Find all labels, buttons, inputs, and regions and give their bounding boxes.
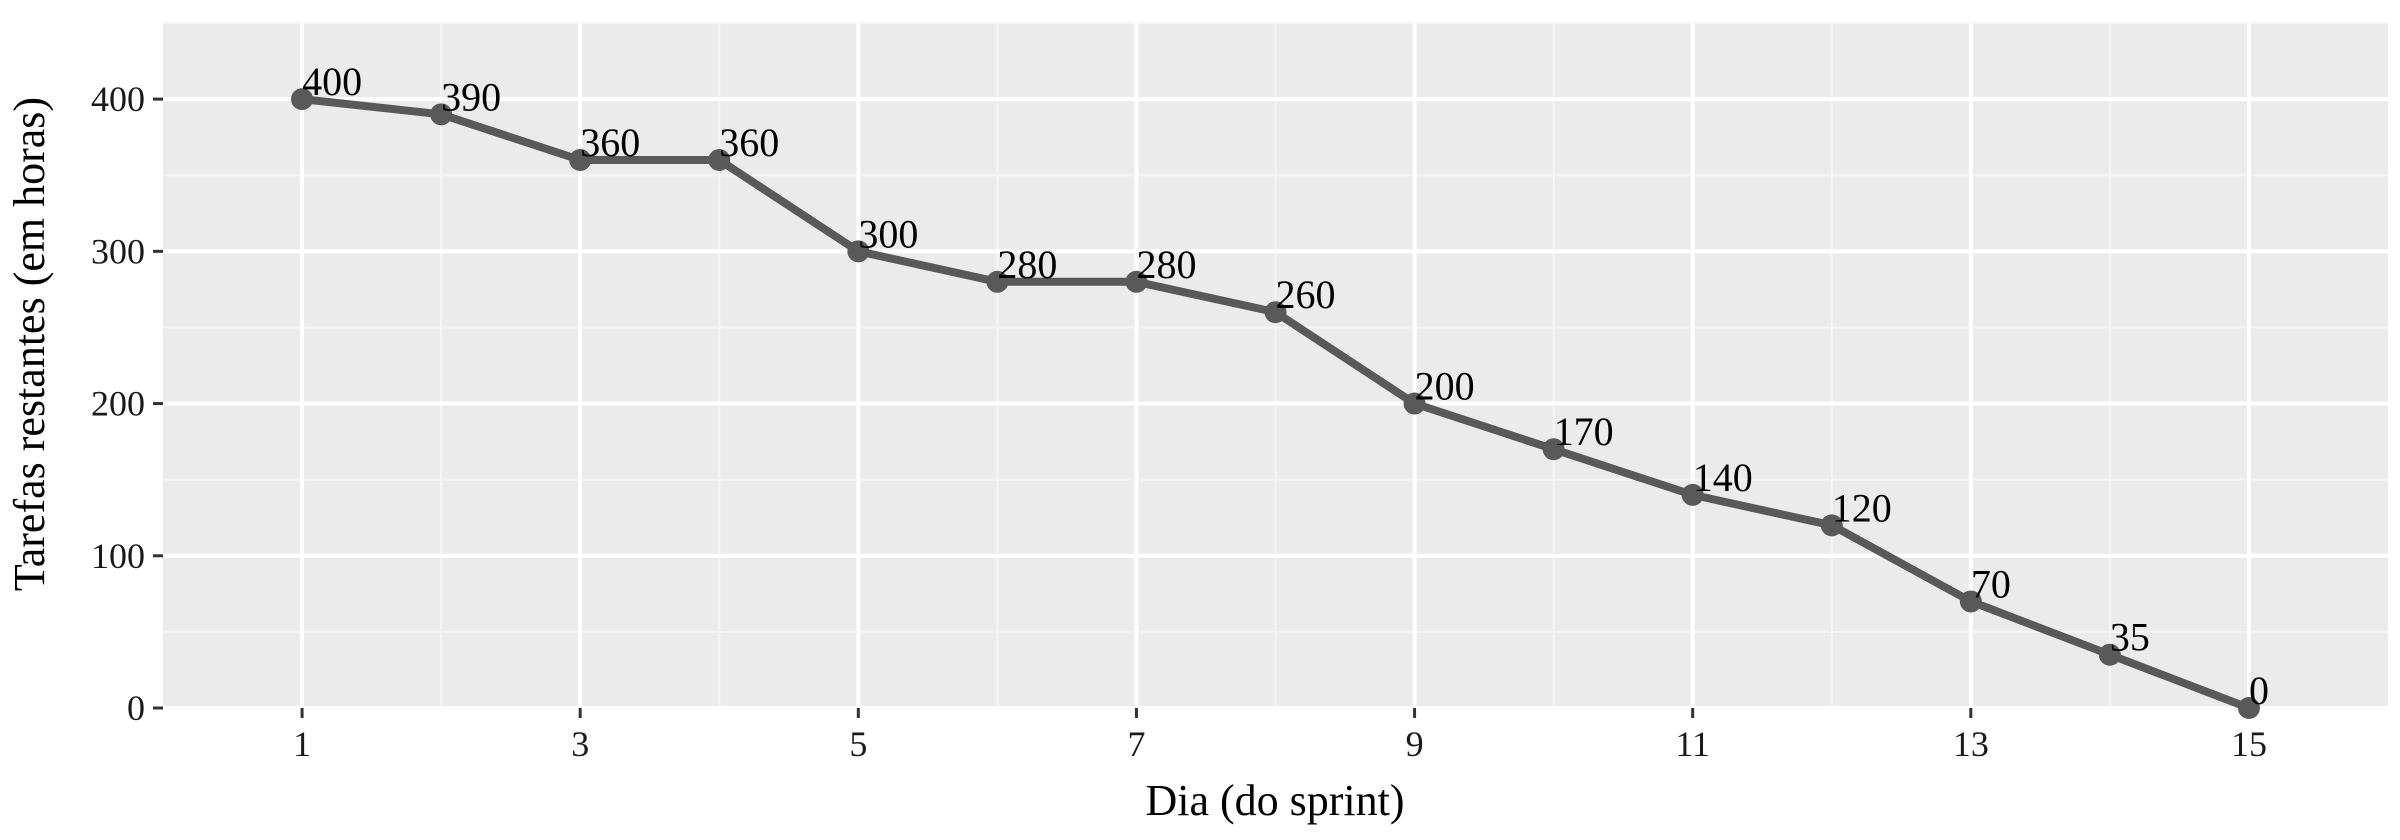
data-labels: 400 390 360 360 300 280 280 260 200 170 140 120 70 35…	[302, 59, 2269, 713]
data-label: 360	[580, 120, 640, 165]
data-point	[847, 240, 870, 263]
data-label: 200	[1415, 364, 1475, 409]
data-label: 35	[2110, 615, 2150, 660]
y-axis-ticks	[153, 97, 163, 710]
x-axis-ticks	[300, 708, 2251, 718]
data-point	[291, 88, 314, 111]
y-axis-title: Tarefas restantes (em horas)	[5, 97, 54, 591]
data-label: 280	[1136, 242, 1196, 287]
x-tick-label: 13	[1953, 724, 1989, 764]
y-tick-label: 300	[91, 231, 145, 271]
x-tick-label: 11	[1675, 724, 1710, 764]
data-label: 140	[1693, 455, 1753, 500]
x-tick-label: 3	[571, 724, 589, 764]
x-tick-label: 5	[849, 724, 867, 764]
data-point	[569, 149, 592, 171]
data-point	[430, 103, 453, 126]
x-tick-label: 1	[293, 724, 311, 764]
series-points	[291, 88, 2260, 719]
data-point	[708, 149, 731, 171]
data-label: 400	[302, 59, 362, 104]
y-tick-label: 0	[127, 688, 145, 728]
data-point	[1681, 483, 1704, 506]
y-tick-label: 100	[91, 536, 145, 576]
data-point	[1264, 301, 1287, 324]
data-point	[2237, 697, 2260, 719]
data-label: 0	[2249, 668, 2269, 713]
data-label: 120	[1832, 485, 1892, 530]
data-label: 260	[1276, 272, 1336, 317]
minor-gridlines-y	[163, 22, 2388, 633]
data-point	[1403, 392, 1426, 415]
data-point	[1125, 270, 1148, 293]
data-label: 300	[858, 211, 918, 256]
x-tick-label: 15	[2231, 724, 2267, 764]
y-tick-label: 400	[91, 79, 145, 119]
data-point	[986, 270, 1009, 293]
major-gridlines-y	[163, 97, 2388, 710]
data-label: 170	[1554, 409, 1614, 454]
data-point	[1820, 514, 1843, 537]
minor-gridlines-x	[440, 23, 2111, 708]
y-tick-label: 200	[91, 384, 145, 424]
data-point	[1542, 438, 1565, 461]
data-point	[2098, 643, 2121, 666]
x-axis-title: Dia (do sprint)	[1145, 776, 1404, 825]
data-point	[1959, 590, 1982, 613]
data-label: 390	[441, 74, 501, 119]
data-label: 360	[719, 120, 779, 165]
x-tick-label: 7	[1127, 724, 1145, 764]
y-axis-tick-labels: 0 100 200 300 400	[91, 79, 145, 728]
x-axis-tick-labels: 1 3 5 7 9 11 13 15	[293, 724, 2267, 764]
x-tick-label: 9	[1406, 724, 1424, 764]
data-label: 70	[1971, 561, 2011, 606]
data-label: 280	[997, 242, 1057, 287]
